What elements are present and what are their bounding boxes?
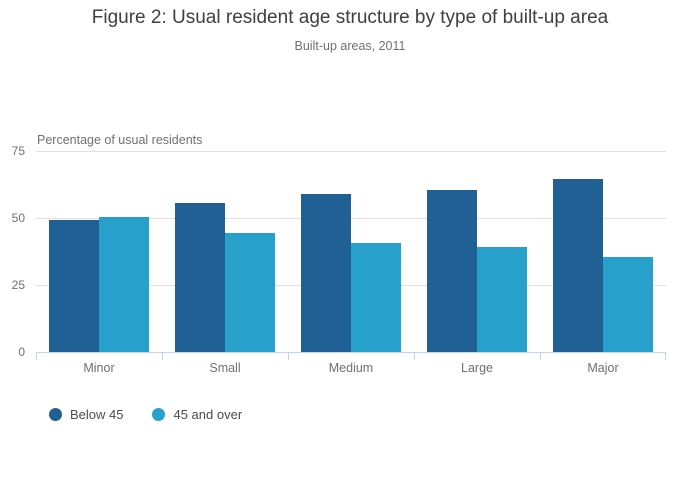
y-tick-label-50: 50 [11,211,25,225]
bar-below-45-small[interactable] [175,203,225,352]
y-tick-label-25: 25 [11,278,25,292]
gridline-50 [36,218,666,219]
x-category-label-large: Large [461,361,493,375]
page-subtitle: Built-up areas, 2011 [294,39,406,53]
legend-label-below-45: Below 45 [70,407,124,422]
gridline-75 [36,151,666,152]
x-axis-line [36,352,666,353]
page-title: Figure 2: Usual resident age structure b… [91,7,609,28]
legend-swatch-below-45 [49,408,62,421]
y-axis-title: Percentage of usual residents [37,133,203,147]
x-axis-tick [414,352,415,360]
legend-item-below-45[interactable]: Below 45 [49,407,123,422]
legend-item-45-and-over[interactable]: 45 and over [152,407,242,422]
bar-45-and-over-medium[interactable] [351,243,401,352]
x-axis-tick [36,352,37,360]
legend: Below 45 45 and over [49,407,242,422]
plot-area: 0 25 50 75 Minor Small Medium Large Major [12,144,666,375]
bar-below-45-large[interactable] [427,189,477,352]
bar-45-and-over-minor[interactable] [99,216,149,352]
bar-45-and-over-large[interactable] [477,247,527,352]
legend-swatch-45-and-over [152,408,166,421]
x-category-label-small: Small [209,361,241,375]
bar-45-and-over-major[interactable] [603,256,653,352]
bar-45-and-over-small[interactable] [225,232,275,352]
x-category-label-minor: Minor [83,361,115,375]
x-axis-tick [540,352,541,360]
x-axis-tick [288,352,289,360]
y-tick-label-75: 75 [11,144,25,158]
bar-below-45-major[interactable] [553,179,603,352]
legend-label-45-and-over: 45 and over [173,407,243,422]
bar-below-45-minor[interactable] [49,219,99,352]
x-axis-tick [665,352,666,360]
bar-below-45-medium[interactable] [301,193,351,352]
x-category-label-medium: Medium [328,361,374,375]
y-tick-label-0: 0 [18,345,25,359]
x-category-label-major: Major [587,361,619,375]
x-axis-tick [162,352,163,360]
